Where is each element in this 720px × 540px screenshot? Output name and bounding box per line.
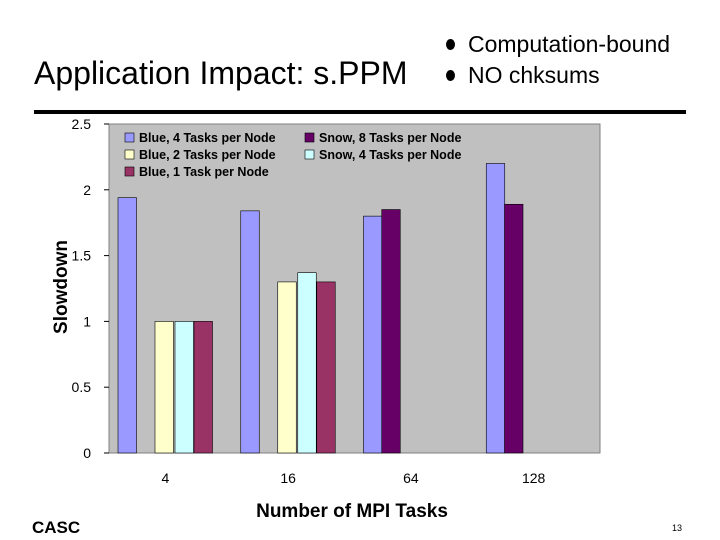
legend-swatch [124, 166, 135, 177]
bar [117, 197, 137, 454]
bar [297, 272, 317, 454]
bar [316, 281, 336, 454]
bar [485, 163, 506, 454]
bullet-item: NO chksums [446, 60, 670, 91]
legend-swatch [124, 149, 135, 160]
y-tick-label: 2.5 [72, 116, 92, 132]
y-tick-label: 0 [83, 445, 91, 461]
bullet-list: Computation-bound NO chksums [446, 29, 670, 91]
bar [363, 215, 383, 454]
legend-label: Blue, 4 Tasks per Node [139, 131, 276, 145]
y-tick-label: 0.5 [72, 379, 92, 395]
y-tick-label: 1 [83, 313, 91, 329]
bar [277, 281, 297, 454]
legend-label: Blue, 1 Task per Node [139, 165, 269, 179]
x-tick-label: 16 [280, 470, 296, 486]
legend-label: Snow, 8 Tasks per Node [319, 131, 461, 145]
legend-swatch [304, 149, 315, 160]
x-tick-label: 128 [522, 470, 546, 486]
legend-label: Blue, 2 Tasks per Node [139, 148, 276, 162]
y-axis-title: Slowdown [51, 240, 72, 334]
x-axis-title: Number of MPI Tasks [256, 501, 448, 522]
legend-label: Snow, 4 Tasks per Node [319, 148, 461, 162]
y-tick-label: 2 [83, 182, 91, 198]
legend-swatch [124, 132, 135, 143]
title-divider [34, 110, 686, 114]
footer-logo-text: CASC [32, 518, 81, 537]
x-tick-label: 64 [403, 470, 419, 486]
bullet-item: Computation-bound [446, 29, 670, 60]
bar [193, 321, 213, 454]
bar [381, 209, 401, 454]
x-tick-label: 4 [161, 470, 169, 486]
page-number: 13 [672, 523, 683, 533]
y-tick-label: 1.5 [72, 248, 92, 264]
bar [154, 321, 174, 454]
slide-title: Application Impact: s.PPM [34, 55, 408, 91]
legend-swatch [304, 132, 315, 143]
bar [240, 210, 260, 454]
bar [504, 203, 524, 454]
bar [174, 321, 194, 454]
